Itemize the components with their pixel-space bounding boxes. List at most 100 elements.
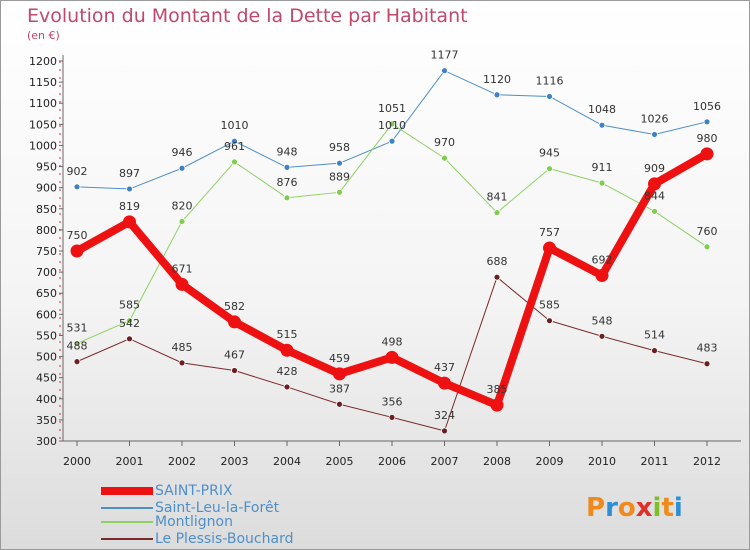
logo-letter: o (617, 493, 636, 523)
logo-letter: P (586, 493, 606, 523)
x-tick-label: 2009 (536, 455, 564, 468)
data-point (385, 350, 399, 364)
data-point (126, 185, 133, 193)
data-point (231, 367, 238, 374)
data-point (546, 317, 553, 325)
data-point (651, 347, 658, 355)
data-point (703, 243, 711, 251)
data-label: 692 (592, 253, 613, 266)
y-tick-label: 600 (36, 308, 57, 321)
data-label: 945 (539, 147, 560, 160)
x-tick-label: 2005 (326, 455, 354, 468)
data-point (336, 188, 343, 196)
data-label: 1010 (221, 119, 249, 132)
data-label: 437 (434, 361, 455, 374)
data-point (703, 118, 711, 126)
data-label: 889 (329, 170, 350, 183)
y-tick-label: 550 (36, 329, 57, 342)
x-tick-label: 2007 (431, 455, 459, 468)
data-point (598, 179, 606, 187)
data-point (493, 273, 501, 281)
data-point (441, 67, 448, 75)
data-point (595, 268, 609, 282)
data-label: 488 (67, 340, 88, 353)
y-tick-label: 900 (36, 182, 57, 195)
y-tick-label: 400 (36, 393, 57, 406)
data-point (490, 398, 504, 412)
data-label: 980 (697, 132, 718, 145)
legend-swatch-plessis-bouchard (101, 538, 153, 540)
y-tick-label: 750 (36, 245, 57, 258)
data-label: 385 (487, 383, 508, 396)
logo-letter: t (661, 493, 674, 523)
data-label: 841 (487, 191, 508, 204)
data-label: 750 (67, 229, 88, 242)
x-tick-label: 2012 (693, 455, 721, 468)
data-label: 1120 (483, 73, 511, 86)
y-tick-label: 1100 (29, 97, 57, 110)
legend-label-montlignon: Montlignon (155, 514, 233, 530)
data-point (336, 400, 343, 408)
data-label: 671 (172, 262, 193, 275)
y-tick-label: 800 (36, 224, 57, 237)
data-label: 1056 (693, 100, 721, 113)
data-point (283, 163, 291, 171)
data-label: 844 (644, 189, 665, 202)
legend-item-saint-prix: SAINT-PRIX (101, 483, 401, 499)
data-point (441, 427, 448, 435)
data-label: 958 (329, 141, 350, 154)
data-point (231, 137, 238, 145)
data-label: 428 (277, 365, 298, 378)
data-label: 946 (172, 146, 193, 159)
legend-label-saint-prix: SAINT-PRIX (155, 483, 233, 499)
data-label: 948 (277, 145, 298, 158)
data-point (388, 120, 396, 128)
proxiti-logo: Proxiti (586, 493, 683, 523)
line-chart: 300 350 400 450 500 550 600 650 700 750 800 850 900 9… (29, 49, 741, 468)
x-tick-label: 2004 (273, 455, 301, 468)
data-label: 1177 (431, 49, 459, 62)
data-point (388, 413, 396, 421)
data-label: 498 (382, 335, 403, 348)
data-point (283, 194, 291, 202)
x-tick-label: 2003 (221, 455, 249, 468)
y-tick-label: 1000 (29, 139, 57, 152)
x-tick-label: 2001 (116, 455, 144, 468)
data-point (493, 209, 501, 216)
data-point (388, 137, 396, 145)
data-point (700, 147, 714, 161)
data-label: 483 (697, 342, 718, 355)
data-point (333, 367, 346, 381)
unit-label: (en €) (27, 29, 60, 42)
data-point (598, 332, 606, 340)
y-tick-label: 850 (36, 203, 57, 216)
data-label: 585 (539, 299, 560, 312)
data-label: 515 (277, 328, 298, 341)
y-tick-label: 350 (36, 414, 57, 427)
data-label: 585 (119, 299, 140, 312)
data-label: 531 (67, 321, 88, 334)
legend-swatch-montlignon (101, 521, 153, 523)
legend-swatch-saint-leu (101, 507, 153, 509)
data-label: 961 (224, 140, 245, 153)
data-label: 387 (329, 382, 350, 395)
data-point (651, 131, 658, 138)
data-label: 757 (539, 226, 560, 239)
data-label: 1010 (378, 119, 406, 132)
data-point (123, 215, 136, 229)
data-point (336, 159, 343, 167)
data-point (280, 343, 294, 357)
logo-letter: i (652, 493, 662, 523)
data-point (175, 277, 189, 291)
data-label: 1048 (588, 103, 616, 116)
data-label: 820 (172, 199, 193, 212)
data-label: 876 (277, 176, 298, 189)
y-tick-label: 650 (36, 287, 57, 300)
data-label: 485 (172, 341, 193, 354)
data-label: 897 (119, 167, 140, 180)
x-tick-label: 2000 (63, 455, 91, 468)
chart-title: Evolution du Montant de la Dette par Hab… (27, 5, 468, 27)
y-tick-label: 1200 (29, 55, 57, 68)
data-point (283, 383, 291, 391)
